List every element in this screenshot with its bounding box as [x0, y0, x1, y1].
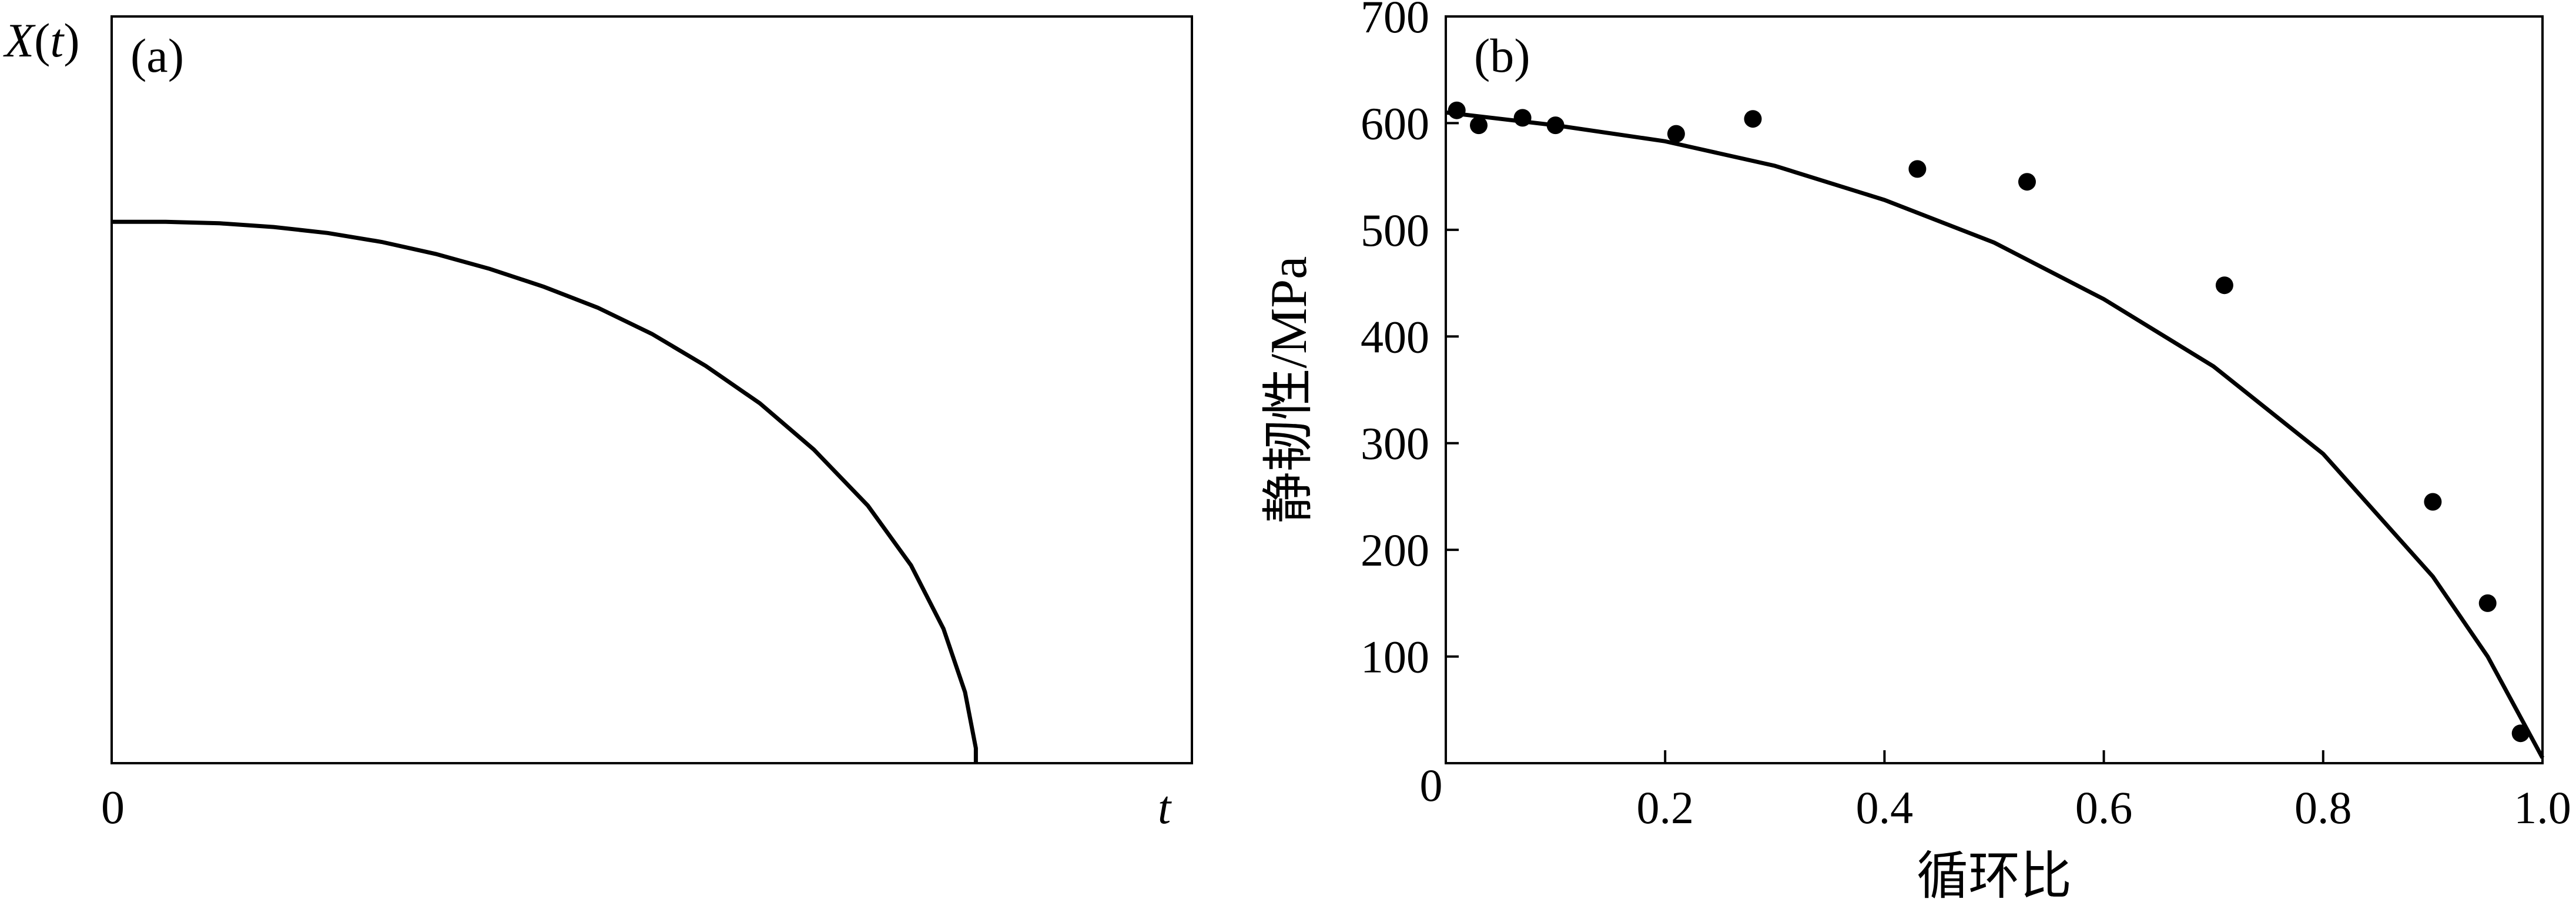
x-tick-label: 0.4 [1856, 782, 1914, 833]
data-point [2424, 493, 2442, 511]
data-point [1744, 110, 1762, 128]
y-tick-label: 500 [1361, 205, 1429, 256]
panel-b-x-axis: 0.2 0.4 0.6 0.8 1.0 [1636, 750, 2571, 833]
panel-b-ylabel: 静韧性/MPa [1261, 256, 1318, 524]
panel-a-x-origin-label: 0 [101, 782, 125, 834]
data-point [2511, 724, 2530, 743]
y-tick-label: 200 [1361, 524, 1429, 576]
x-tick-label: 1.0 [2514, 782, 2571, 833]
panel-a-ylabel: X(t) [3, 14, 80, 67]
panel-b-y-axis: 100 200 300 400 500 600 700 [1361, 0, 1459, 683]
x-tick-label: 0.6 [2075, 782, 2133, 833]
y-tick-label: 100 [1361, 631, 1429, 683]
panel-b-fit-curve [1445, 110, 2545, 759]
panel-a: (a) X(t) 0 t [3, 14, 1193, 834]
panel-b-y-origin-label: 0 [1420, 760, 1443, 811]
panel-a-curve [112, 219, 978, 763]
x-tick-label: 0.8 [2294, 782, 2352, 833]
panel-a-label: (a) [130, 29, 184, 82]
data-point [1513, 109, 1532, 127]
y-tick-label: 400 [1361, 311, 1429, 362]
panel-b-xlabel: 循环比 [1917, 848, 2072, 905]
panel-b: (b) 100 200 300 400 500 600 700 0.2 0.4 0.6 0.8 1.… [1261, 0, 2571, 905]
panel-a-frame [110, 15, 1193, 764]
data-point [1908, 160, 1927, 178]
panel-b-label: (b) [1474, 29, 1530, 82]
panel-b-points [1448, 101, 2530, 743]
x-tick-label: 0.2 [1636, 782, 1694, 833]
y-tick-label: 300 [1361, 418, 1429, 469]
data-point [2478, 594, 2497, 612]
y-tick-label: 600 [1361, 98, 1429, 149]
panel-b-frame [1445, 15, 2544, 764]
y-tick-label: 700 [1361, 0, 1429, 42]
data-point [2018, 173, 2036, 191]
data-point [1546, 116, 1565, 135]
data-point [1448, 101, 1466, 119]
data-point [1667, 125, 1685, 143]
data-point [2215, 276, 2233, 295]
panel-a-xlabel: t [1158, 782, 1172, 834]
data-point [1470, 116, 1488, 135]
